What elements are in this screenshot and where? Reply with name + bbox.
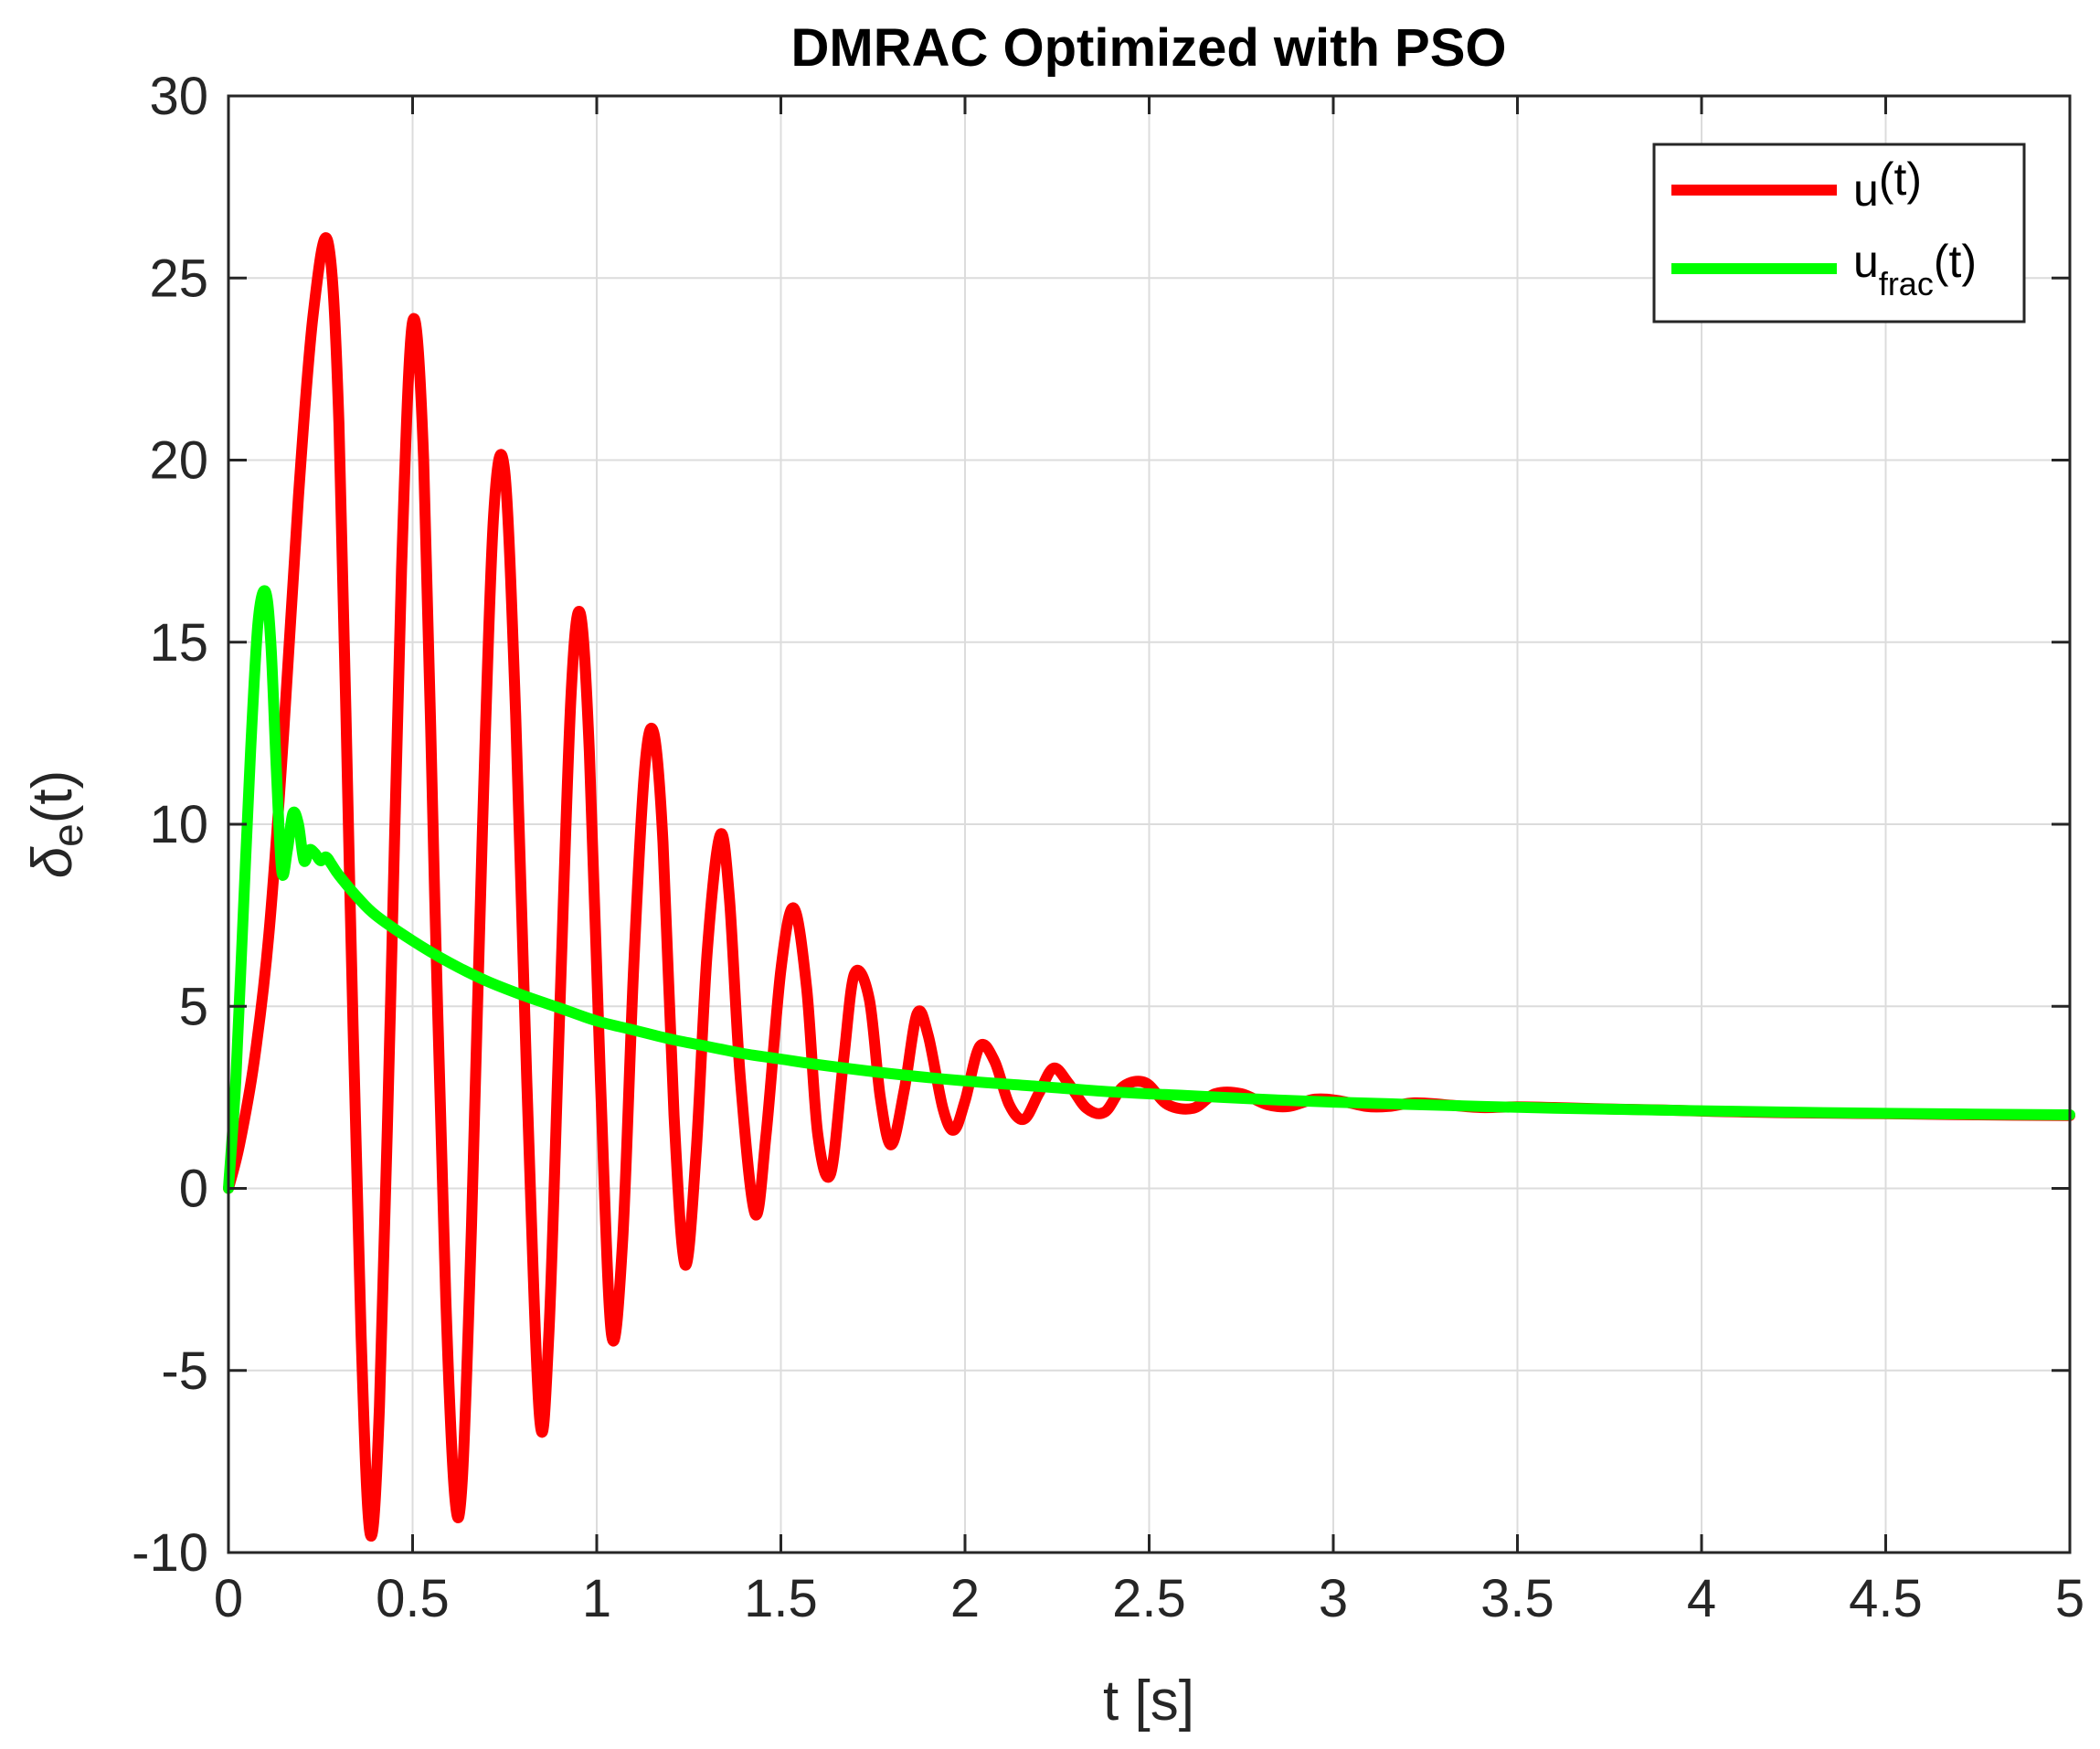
x-tick-label: 2: [950, 1569, 980, 1628]
series-group: [223, 232, 2075, 1542]
ticks: [227, 94, 2072, 1554]
x-tick-label: 0: [214, 1569, 243, 1628]
y-tick-label: -10: [132, 1523, 208, 1583]
x-tick-label: 0.5: [376, 1569, 450, 1628]
legend-box: [1652, 143, 2026, 323]
x-tick-label: 4: [1687, 1569, 1716, 1628]
legend-label-u: u(t): [1853, 154, 1922, 216]
x-tick-label: 1: [582, 1569, 611, 1628]
y-tick-label: 10: [149, 795, 208, 854]
y-tick-label: 15: [149, 613, 208, 673]
series-line-u-frac: [223, 585, 2075, 1194]
legend-label-u-frac: ufrac(t): [1853, 236, 1977, 302]
y-tick-label: 5: [179, 977, 208, 1036]
y-axis-label-subscript: e: [44, 823, 91, 847]
y-axis-label-symbol: δ: [21, 846, 84, 878]
x-axis-label: t [s]: [1103, 1670, 1194, 1733]
y-tick-label: 0: [179, 1160, 208, 1219]
x-tick-labels: 0 0.5 1 1.5 2 2.5 3 3.5 4 4.5 5: [214, 1569, 2084, 1628]
y-tick-labels: -10 -5 0 5 10 15 20 25 30: [132, 67, 208, 1583]
y-tick-label: 25: [149, 249, 208, 308]
x-tick-label: 2.5: [1112, 1569, 1186, 1628]
y-axis-label: δe(t): [21, 770, 91, 879]
chart-title: DMRAC Optimized with PSO: [791, 18, 1507, 78]
x-tick-label: 1.5: [744, 1569, 818, 1628]
x-tick-label: 4.5: [1849, 1569, 1923, 1628]
y-tick-label: 20: [149, 431, 208, 491]
y-axis-label-argument: (t): [21, 770, 84, 824]
x-tick-label: 3: [1319, 1569, 1348, 1628]
legend: u(t) ufrac(t): [1652, 143, 2026, 323]
x-tick-label: 5: [2055, 1569, 2084, 1628]
y-tick-label: 30: [149, 67, 208, 126]
series-line-u: [223, 232, 2075, 1542]
y-tick-label: -5: [161, 1341, 208, 1401]
x-tick-label: 3.5: [1480, 1569, 1554, 1628]
